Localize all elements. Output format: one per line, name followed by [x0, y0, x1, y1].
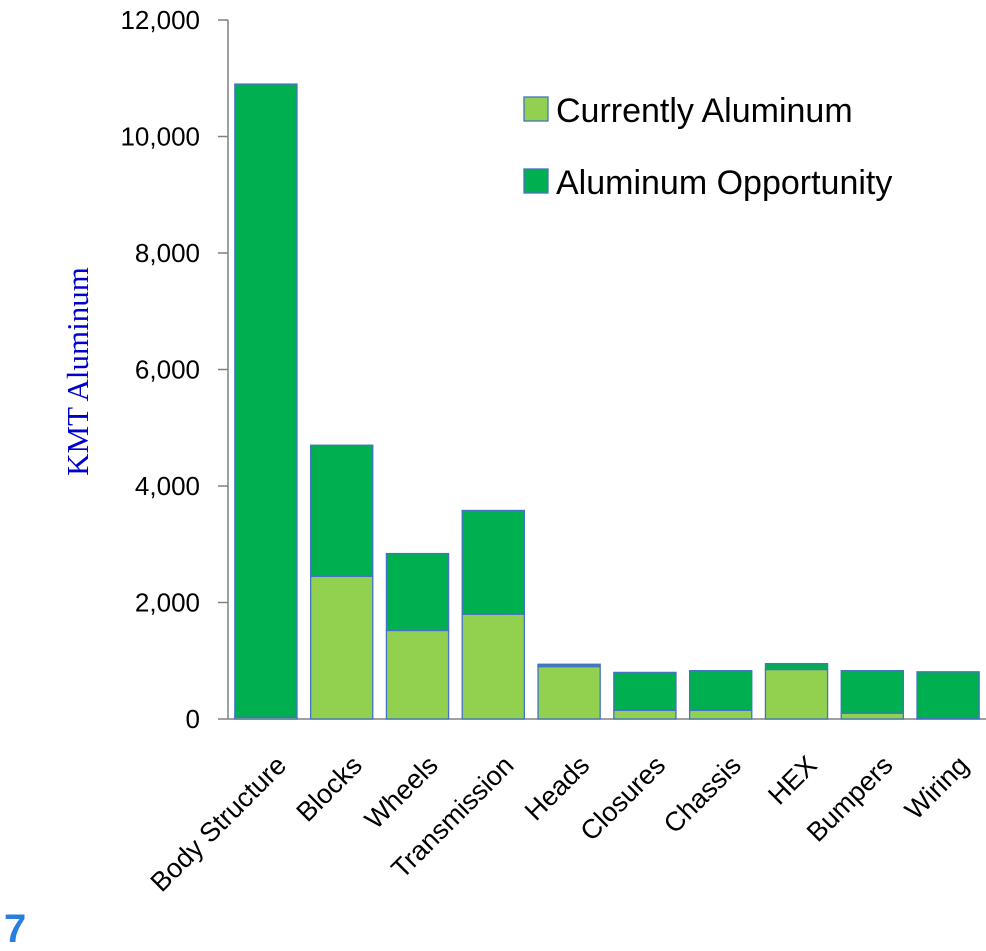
bar-aluminum-opportunity	[840, 670, 905, 714]
bar-aluminum-opportunity	[764, 663, 829, 671]
bar-currently-aluminum	[309, 575, 374, 720]
bar-aluminum-opportunity	[688, 670, 753, 711]
legend-swatch	[523, 168, 549, 194]
legend: Currently Aluminum Aluminum Opportunity	[523, 92, 892, 202]
bar-currently-aluminum	[385, 629, 450, 720]
bar-aluminum-opportunity	[234, 83, 298, 718]
bar-aluminum-opportunity	[613, 671, 677, 711]
y-tick-label: 12,000	[120, 5, 200, 35]
x-category-label: Chassis	[658, 750, 747, 839]
slide-number: 7	[4, 907, 27, 951]
bar-currently-aluminum	[613, 709, 677, 720]
bar-aluminum-opportunity	[916, 671, 980, 720]
bar-aluminum-opportunity	[461, 509, 526, 615]
bar-aluminum-opportunity	[537, 663, 601, 668]
bar-currently-aluminum	[461, 613, 526, 720]
x-category-label: Blocks	[290, 750, 367, 827]
bar-aluminum-opportunity	[309, 444, 374, 577]
bar-currently-aluminum	[764, 668, 829, 720]
y-tick-label: 10,000	[120, 122, 200, 152]
legend-swatch	[523, 96, 549, 122]
y-axis-ticks: 0 2,000 4,000 6,000 8,000 10,000 12,000	[120, 5, 228, 734]
legend-label: Aluminum Opportunity	[556, 164, 892, 202]
x-category-label: Body Structure	[145, 750, 292, 897]
y-tick-label: 0	[186, 704, 200, 734]
y-tick-label: 4,000	[135, 471, 200, 501]
y-tick-label: 2,000	[135, 588, 200, 618]
bar-aluminum-opportunity	[385, 552, 450, 632]
x-category-label: HEX	[762, 750, 822, 810]
legend-label: Currently Aluminum	[556, 92, 853, 130]
x-category-label: Wiring	[899, 750, 974, 825]
y-tick-label: 8,000	[135, 238, 200, 268]
x-category-label: Closures	[575, 750, 672, 847]
bar-currently-aluminum	[537, 665, 601, 720]
y-tick-label: 6,000	[135, 355, 200, 385]
y-axis-label: KMT Aluminum	[60, 267, 95, 476]
bar-currently-aluminum	[688, 709, 753, 720]
bars	[234, 83, 980, 720]
bar-currently-aluminum	[840, 712, 905, 720]
